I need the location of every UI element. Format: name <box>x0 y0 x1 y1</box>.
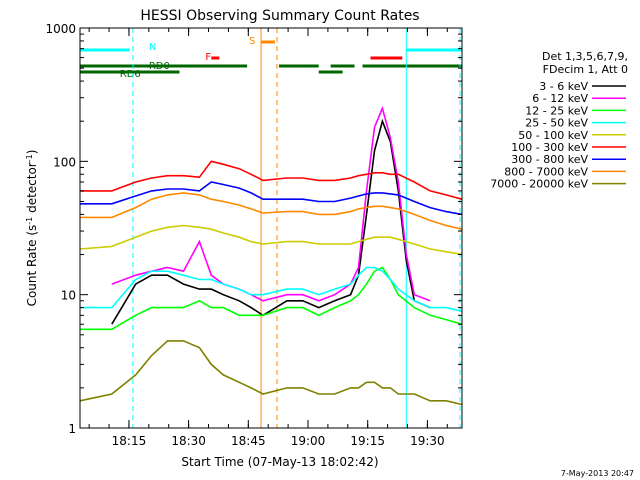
legend-label: 800 - 7000 keV <box>504 165 588 178</box>
x-tick-label: 18:15 <box>112 434 147 448</box>
series-line <box>80 266 463 331</box>
legend-header-line1: Det 1,3,5,6,7,9, <box>542 50 628 63</box>
legend-label: 25 - 50 keV <box>525 117 588 130</box>
y-axis-label: Count Rate (s-1 detector-1) <box>25 150 40 307</box>
x-tick-label: 19:15 <box>350 434 385 448</box>
y-axis-label-mid: detector <box>25 162 39 217</box>
axes-layer: 1 10 100 1000 18:15 18:30 18:45 19:00 19:15 19:30 <box>45 22 463 448</box>
series-line <box>80 160 463 200</box>
y-axis-label-sup2: -1 <box>25 154 34 162</box>
plot-frame <box>79 27 463 429</box>
y-axis-label-end: ) <box>25 150 39 155</box>
x-tick-label: 18:30 <box>171 434 206 448</box>
series-line <box>80 181 463 216</box>
series-line <box>111 118 431 325</box>
y-tick-label: 10 <box>61 289 76 303</box>
series-line <box>80 192 463 230</box>
legend-label: 50 - 100 keV <box>518 129 588 142</box>
series-layer <box>79 105 463 406</box>
legend-label: 7000 - 20000 keV <box>490 178 588 191</box>
legend-label: 100 - 300 keV <box>511 141 588 154</box>
footer-timestamp: 7-May-2013 20:47 <box>561 469 634 478</box>
y-tick-label: 1 <box>68 422 76 436</box>
series-line <box>111 105 431 302</box>
y-axis-label-sup1: -1 <box>25 217 34 225</box>
flag-label: S <box>249 36 255 47</box>
flag-label: F <box>205 52 211 63</box>
legend-label: 12 - 25 keV <box>525 104 588 117</box>
legend-label: 6 - 12 keV <box>532 92 588 105</box>
flag-label: RD6 <box>120 69 141 80</box>
legend-label: 3 - 6 keV <box>539 80 588 93</box>
x-tick-label: 19:00 <box>291 434 326 448</box>
series-line <box>79 224 463 256</box>
x-tick-label: 18:45 <box>231 434 266 448</box>
y-tick-label: 1000 <box>45 22 76 36</box>
series-line <box>80 266 463 313</box>
y-axis-label-main: Count Rate (s <box>25 225 39 307</box>
flags-layer: N RD0 RD6 F S <box>80 36 462 80</box>
legend-label: 300 - 800 keV <box>511 153 588 166</box>
x-tick-label: 19:30 <box>410 434 445 448</box>
legend-header-line2: FDecim 1, Att 0 <box>543 63 628 76</box>
y-tick-label: 100 <box>53 155 76 169</box>
series-line <box>79 340 463 406</box>
flag-label: N <box>149 42 156 53</box>
flag-label: RD0 <box>149 61 170 72</box>
legend: Det 1,3,5,6,7,9, FDecim 1, Att 0 3 - 6 k… <box>490 50 628 191</box>
chart-title: HESSI Observing Summary Count Rates <box>140 8 419 24</box>
x-axis-label: Start Time (07-May-13 18:02:42) <box>181 455 378 469</box>
